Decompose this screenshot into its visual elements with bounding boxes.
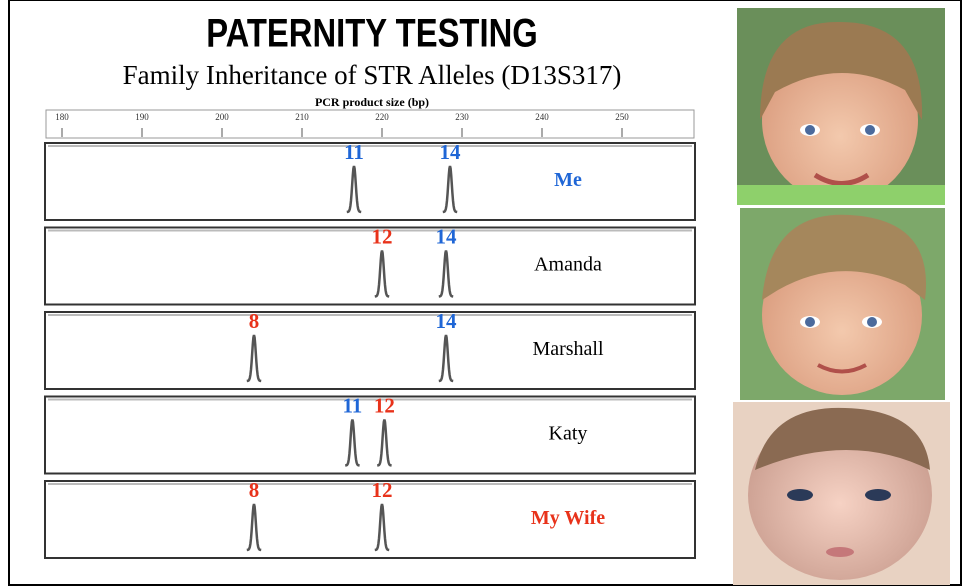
x-tick-label: 240 xyxy=(535,112,549,122)
photo-son xyxy=(740,208,945,400)
x-tick-label: 220 xyxy=(375,112,389,122)
page: PATERNITY TESTING Family Inheritance of … xyxy=(0,0,970,586)
sample-name: Marshall xyxy=(532,338,604,360)
sample-name: My Wife xyxy=(531,507,605,529)
allele-label: 12 xyxy=(374,393,395,417)
x-tick-label: 190 xyxy=(135,112,149,122)
allele-label: 11 xyxy=(344,140,364,164)
x-tick-label: 250 xyxy=(615,112,629,122)
title: PATERNITY TESTING xyxy=(206,10,538,55)
sample-name: Katy xyxy=(549,423,588,445)
trace-panel xyxy=(45,397,695,474)
x-tick-label: 230 xyxy=(455,112,469,122)
x-tick-label: 210 xyxy=(295,112,309,122)
trace-panel xyxy=(45,143,695,220)
allele-label: 8 xyxy=(249,478,260,502)
subtitle: Family Inheritance of STR Alleles (D13S3… xyxy=(123,60,622,90)
allele-label: 12 xyxy=(372,224,393,248)
x-axis-label: PCR product size (bp) xyxy=(315,95,429,109)
allele-label: 8 xyxy=(249,309,260,333)
sample-name: Me xyxy=(554,169,582,191)
allele-label: 11 xyxy=(342,393,362,417)
x-tick-label: 180 xyxy=(55,112,69,122)
allele-label: 14 xyxy=(436,309,458,333)
allele-label: 12 xyxy=(372,478,393,502)
photo-me xyxy=(737,8,945,205)
allele-label: 14 xyxy=(436,224,458,248)
sample-name: Amanda xyxy=(534,254,602,276)
photo-baby xyxy=(733,402,950,585)
x-tick-label: 200 xyxy=(215,112,229,122)
allele-label: 14 xyxy=(440,140,462,164)
slide: PATERNITY TESTING Family Inheritance of … xyxy=(0,0,970,586)
